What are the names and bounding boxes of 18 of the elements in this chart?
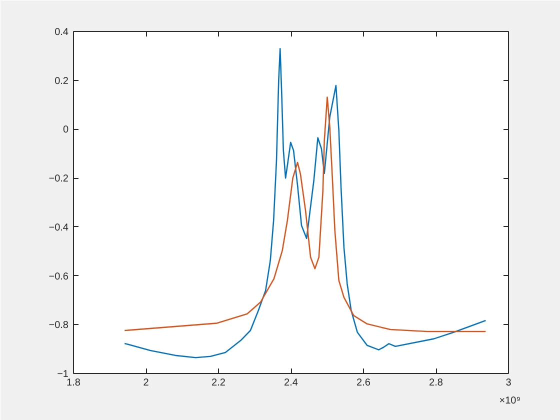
text: ×10⁹ bbox=[499, 396, 521, 406]
x-tick-label: 2.6 bbox=[356, 378, 371, 388]
y-tick-label: −0.2 bbox=[48, 174, 69, 185]
line-series bbox=[124, 96, 486, 332]
x-tick-label: 3 bbox=[506, 378, 512, 388]
y-tick-label: −0.4 bbox=[48, 222, 69, 234]
y-tick-label: 0.4 bbox=[54, 27, 69, 38]
y-tick-label: 0.2 bbox=[54, 76, 69, 87]
x-tick-label: 2.8 bbox=[429, 378, 444, 388]
x-tick-label: 2.4 bbox=[284, 378, 298, 388]
x-tick-label: 2 bbox=[143, 378, 150, 388]
line-series bbox=[124, 48, 486, 358]
x-tick-label: 2.2 bbox=[212, 378, 226, 388]
y-tick-label: −0.8 bbox=[48, 320, 69, 332]
y-tick-label: −1 bbox=[57, 369, 69, 380]
x-tick-label: 1.8 bbox=[66, 378, 81, 388]
y-tick-label: 0 bbox=[62, 124, 69, 136]
y-tick-label: −0.6 bbox=[48, 271, 69, 282]
